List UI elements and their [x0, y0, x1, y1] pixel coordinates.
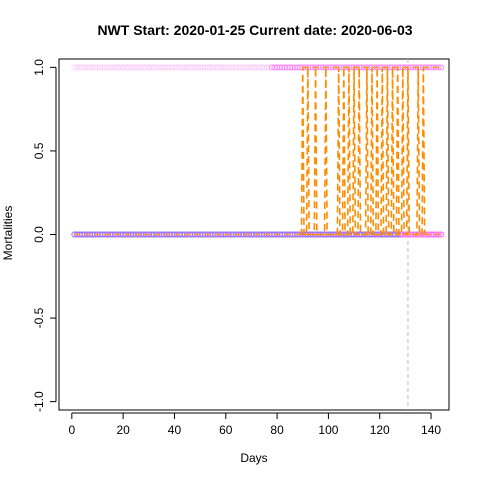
data-point [125, 64, 132, 71]
data-point [191, 64, 198, 71]
data-point [217, 64, 224, 71]
data-point [202, 64, 209, 71]
y-axis-label: Mortalities [1, 206, 15, 261]
data-point [161, 64, 168, 71]
data-point [140, 64, 147, 71]
x-tick-label: 40 [168, 423, 182, 437]
data-point [227, 64, 234, 71]
data-point [107, 64, 114, 71]
data-point [135, 64, 142, 71]
y-axis: -1.0 -0.5 0.0 0.5 1.0 [32, 59, 57, 412]
data-point [81, 64, 88, 71]
data-point [171, 64, 178, 71]
data-point [150, 64, 157, 71]
data-point [71, 64, 78, 71]
data-point [148, 64, 155, 71]
data-point [117, 64, 124, 71]
data-point [212, 64, 219, 71]
data-point [91, 64, 98, 71]
data-point [76, 64, 83, 71]
data-point [248, 64, 255, 71]
y-tick-label: -1.0 [32, 391, 46, 412]
plot-area [71, 59, 445, 410]
data-point [158, 64, 165, 71]
data-point [222, 64, 229, 71]
data-point [204, 64, 211, 71]
chart-title: NWT Start: 2020-01-25 Current date: 2020… [97, 22, 412, 38]
x-tick-label: 120 [370, 423, 390, 437]
data-point [84, 64, 91, 71]
data-point [156, 64, 163, 71]
data-point [145, 64, 152, 71]
data-point [122, 64, 129, 71]
data-point [94, 64, 101, 71]
y-tick-label: 1.0 [32, 59, 46, 76]
data-point [79, 64, 86, 71]
data-point [207, 64, 214, 71]
data-point [163, 64, 170, 71]
data-point [168, 64, 175, 71]
data-point [138, 64, 145, 71]
spike-series [300, 67, 426, 236]
data-point [245, 64, 252, 71]
data-point [102, 64, 109, 71]
data-point [209, 64, 216, 71]
data-point [251, 64, 257, 71]
data-point [86, 64, 93, 71]
data-point [130, 64, 137, 71]
data-point [243, 64, 250, 71]
x-axis: 0 20 40 60 80 100 120 140 [68, 412, 441, 437]
y-tick-label: 0.5 [32, 142, 46, 159]
data-point [184, 64, 191, 71]
data-point [258, 64, 265, 71]
data-point [220, 64, 227, 71]
data-point [109, 64, 116, 71]
data-point [153, 64, 160, 71]
data-point [261, 64, 268, 71]
data-point [174, 64, 181, 71]
data-point [199, 64, 206, 71]
data-point [73, 64, 80, 71]
data-point [233, 64, 240, 71]
x-tick-label: 60 [219, 423, 233, 437]
plot-frame [58, 58, 450, 411]
data-point [194, 64, 201, 71]
data-point [225, 64, 232, 71]
data-point [215, 64, 222, 71]
data-point [438, 64, 445, 71]
x-tick-label: 140 [421, 423, 441, 437]
data-point [176, 64, 183, 71]
data-point [89, 64, 96, 71]
data-point [189, 64, 196, 71]
y-tick-label: 0.0 [32, 226, 46, 243]
data-point [235, 64, 242, 71]
data-point [186, 64, 193, 71]
data-point [99, 64, 106, 71]
data-point [240, 64, 247, 71]
data-point [166, 64, 173, 71]
data-point [197, 64, 204, 71]
x-tick-label: 100 [318, 423, 338, 437]
data-point [230, 64, 237, 71]
data-point [115, 64, 122, 71]
x-tick-label: 80 [270, 423, 284, 437]
y-tick-label: -0.5 [32, 307, 46, 328]
data-point [143, 64, 150, 71]
x-tick-label: 20 [116, 423, 130, 437]
data-point [127, 64, 134, 71]
x-axis-label: Days [240, 451, 267, 465]
data-point [120, 64, 127, 71]
data-point [253, 64, 260, 71]
data-point [181, 64, 188, 71]
data-point [104, 64, 111, 71]
data-point [238, 64, 245, 71]
data-point [112, 64, 119, 71]
data-point [132, 64, 139, 71]
data-point [97, 64, 104, 71]
data-point [179, 64, 186, 71]
data-point [256, 64, 263, 71]
x-tick-label: 0 [68, 423, 75, 437]
